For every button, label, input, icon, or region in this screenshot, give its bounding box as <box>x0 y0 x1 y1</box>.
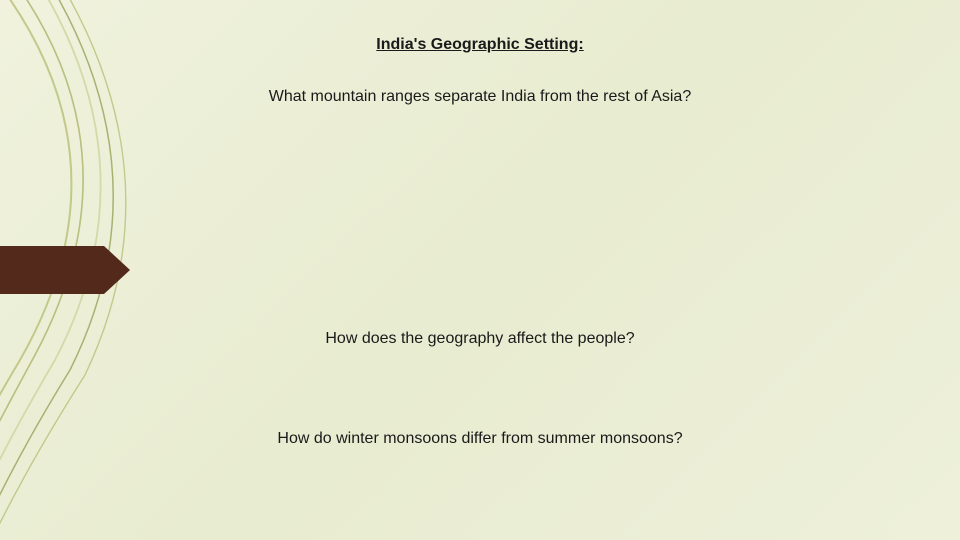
slide: India's Geographic Setting: What mountai… <box>0 0 960 540</box>
arrow-body <box>0 246 104 294</box>
slide-title: India's Geographic Setting: <box>0 36 960 54</box>
arrow-bullet <box>0 246 130 294</box>
arrow-head <box>104 246 130 294</box>
question-3: How do winter monsoons differ from summe… <box>0 430 960 448</box>
question-2: How does the geography affect the people… <box>0 330 960 348</box>
question-1: What mountain ranges separate India from… <box>0 88 960 106</box>
